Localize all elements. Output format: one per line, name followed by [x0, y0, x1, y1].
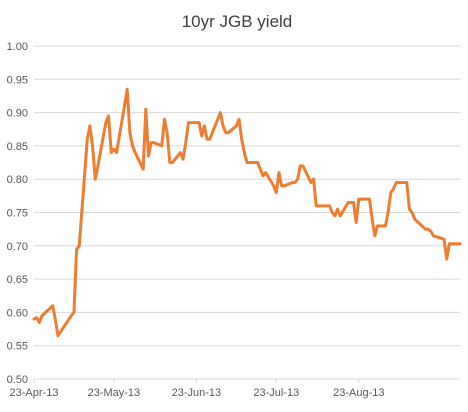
x-tick-label: 23-Apr-13: [10, 387, 59, 399]
y-tick-label: 0.80: [7, 174, 28, 186]
y-tick-label: 0.75: [7, 208, 28, 220]
y-tick-label: 0.85: [7, 141, 28, 153]
y-tick-label: 0.65: [7, 274, 28, 286]
y-axis-ticks: 0.50 0.55 0.60 0.65 0.70 0.75 0.80 0.85 0.90 0.95…: [7, 41, 28, 386]
x-tick-label: 23-Aug-13: [333, 387, 384, 399]
x-tick-label: 23-Jul-13: [253, 387, 299, 399]
x-tick-label: 23-Jun-13: [172, 387, 222, 399]
y-tick-label: 0.90: [7, 108, 28, 120]
x-axis-ticks: 23-Apr-13 23-May-13 23-Jun-13 23-Jul-13 23-A…: [10, 379, 385, 399]
gridlines: [34, 45, 460, 380]
y-tick-label: 0.95: [7, 74, 28, 86]
chart-title: 10yr JGB yield: [182, 12, 293, 31]
series-layer: [32, 87, 462, 338]
y-tick-label: 0.55: [7, 341, 28, 353]
y-tick-label: 0.70: [7, 241, 28, 253]
y-tick-label: 0.50: [7, 374, 28, 386]
series-line: [32, 87, 462, 338]
y-tick-label: 0.60: [7, 307, 28, 319]
x-tick-label: 23-May-13: [88, 387, 141, 399]
y-tick-label: 1.00: [7, 41, 28, 53]
